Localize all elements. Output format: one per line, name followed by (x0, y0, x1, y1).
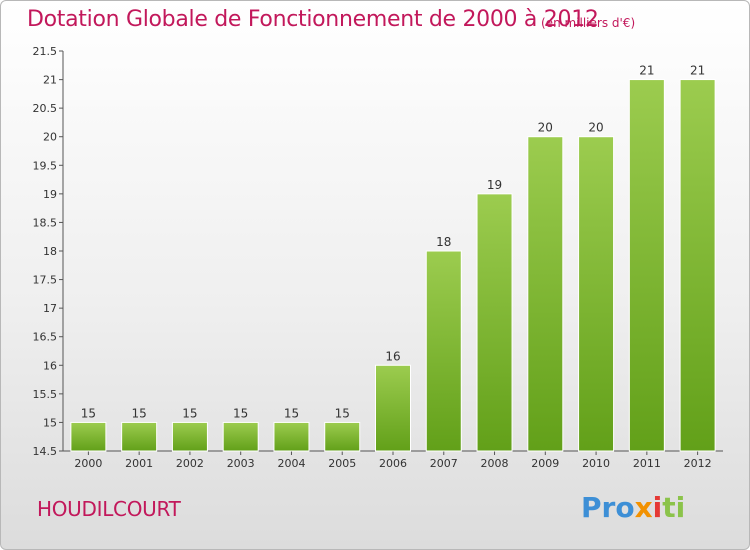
bar-value-label: 18 (436, 235, 451, 249)
bar-value-label: 15 (132, 406, 147, 420)
y-tick-label: 17 (43, 302, 57, 315)
bar-2001 (121, 421, 158, 452)
bar-2006 (375, 364, 411, 452)
bar-2010 (578, 136, 615, 452)
y-tick-label: 15.5 (33, 388, 58, 401)
x-tick-label: 2011 (633, 457, 661, 470)
bar-value-label: 19 (487, 178, 502, 192)
x-tick-label: 2002 (176, 457, 204, 470)
x-tick-label: 2009 (531, 457, 559, 470)
y-tick-label: 18 (43, 245, 57, 258)
commune-name: HOUDILCOURT (37, 497, 181, 521)
bar-2009 (527, 136, 564, 452)
bar-2000 (70, 421, 107, 452)
x-tick-label: 2007 (430, 457, 458, 470)
y-tick-label: 21 (43, 74, 57, 87)
bar-value-label: 15 (284, 406, 299, 420)
x-tick-label: 2004 (277, 457, 305, 470)
chart-labels: 15 15 15 15 15 15 16 18 19 20 20 21 21 (81, 64, 706, 421)
x-tick-label: 2001 (125, 457, 153, 470)
logo-part-2: x (634, 491, 653, 524)
x-tick-label: 2005 (328, 457, 356, 470)
y-tick-label: 20.5 (33, 102, 58, 115)
x-tick-label: 2000 (74, 457, 102, 470)
bar-value-label: 15 (182, 406, 197, 420)
y-tick-label: 16 (43, 359, 57, 372)
x-tick-label: 2006 (379, 457, 407, 470)
bar-value-label: 16 (385, 349, 400, 363)
x-tick-label: 2010 (582, 457, 610, 470)
bar-value-label: 15 (81, 406, 96, 420)
y-tick-label: 15 (43, 416, 57, 429)
y-tick-label: 16.5 (33, 331, 58, 344)
unit-label: (en milliers d'€) (541, 16, 636, 30)
chart-bars (70, 79, 716, 452)
bar-value-label: 20 (538, 121, 553, 135)
bar-2005 (324, 421, 361, 452)
bar-2011 (628, 79, 665, 452)
bar-value-label: 15 (233, 406, 248, 420)
bar-2002 (171, 421, 208, 452)
y-tick-label: 19.5 (33, 159, 58, 172)
x-tick-label: 2008 (481, 457, 509, 470)
logo-part-1: Pro (581, 491, 635, 524)
y-tick-label: 14.5 (33, 445, 58, 458)
bar-value-label: 21 (639, 64, 654, 78)
bar-2007 (425, 250, 462, 452)
chart-axes: 14.5 15 15.5 16 16.5 17 17.5 18 18.5 19 19.5 20 20.5… (33, 45, 723, 470)
y-tick-label: 17.5 (33, 274, 58, 287)
x-tick-label: 2003 (227, 457, 255, 470)
proxiti-logo: Proxiti (581, 491, 685, 524)
logo-part-4: ti (662, 491, 686, 524)
logo-part-3: i (652, 491, 663, 524)
y-tick-label: 21.5 (33, 45, 58, 58)
bar-value-label: 20 (588, 121, 603, 135)
bar-2008 (476, 193, 513, 452)
bar-2012 (679, 79, 716, 452)
y-tick-label: 18.5 (33, 216, 58, 229)
y-tick-label: 20 (43, 131, 57, 144)
bar-2003 (222, 421, 259, 452)
chart-title: Dotation Globale de Fonctionnement de 20… (27, 7, 599, 32)
bar-value-label: 21 (690, 64, 705, 78)
bar-2004 (273, 421, 310, 452)
x-tick-label: 2012 (684, 457, 712, 470)
y-tick-label: 19 (43, 188, 57, 201)
bar-value-label: 15 (335, 406, 350, 420)
